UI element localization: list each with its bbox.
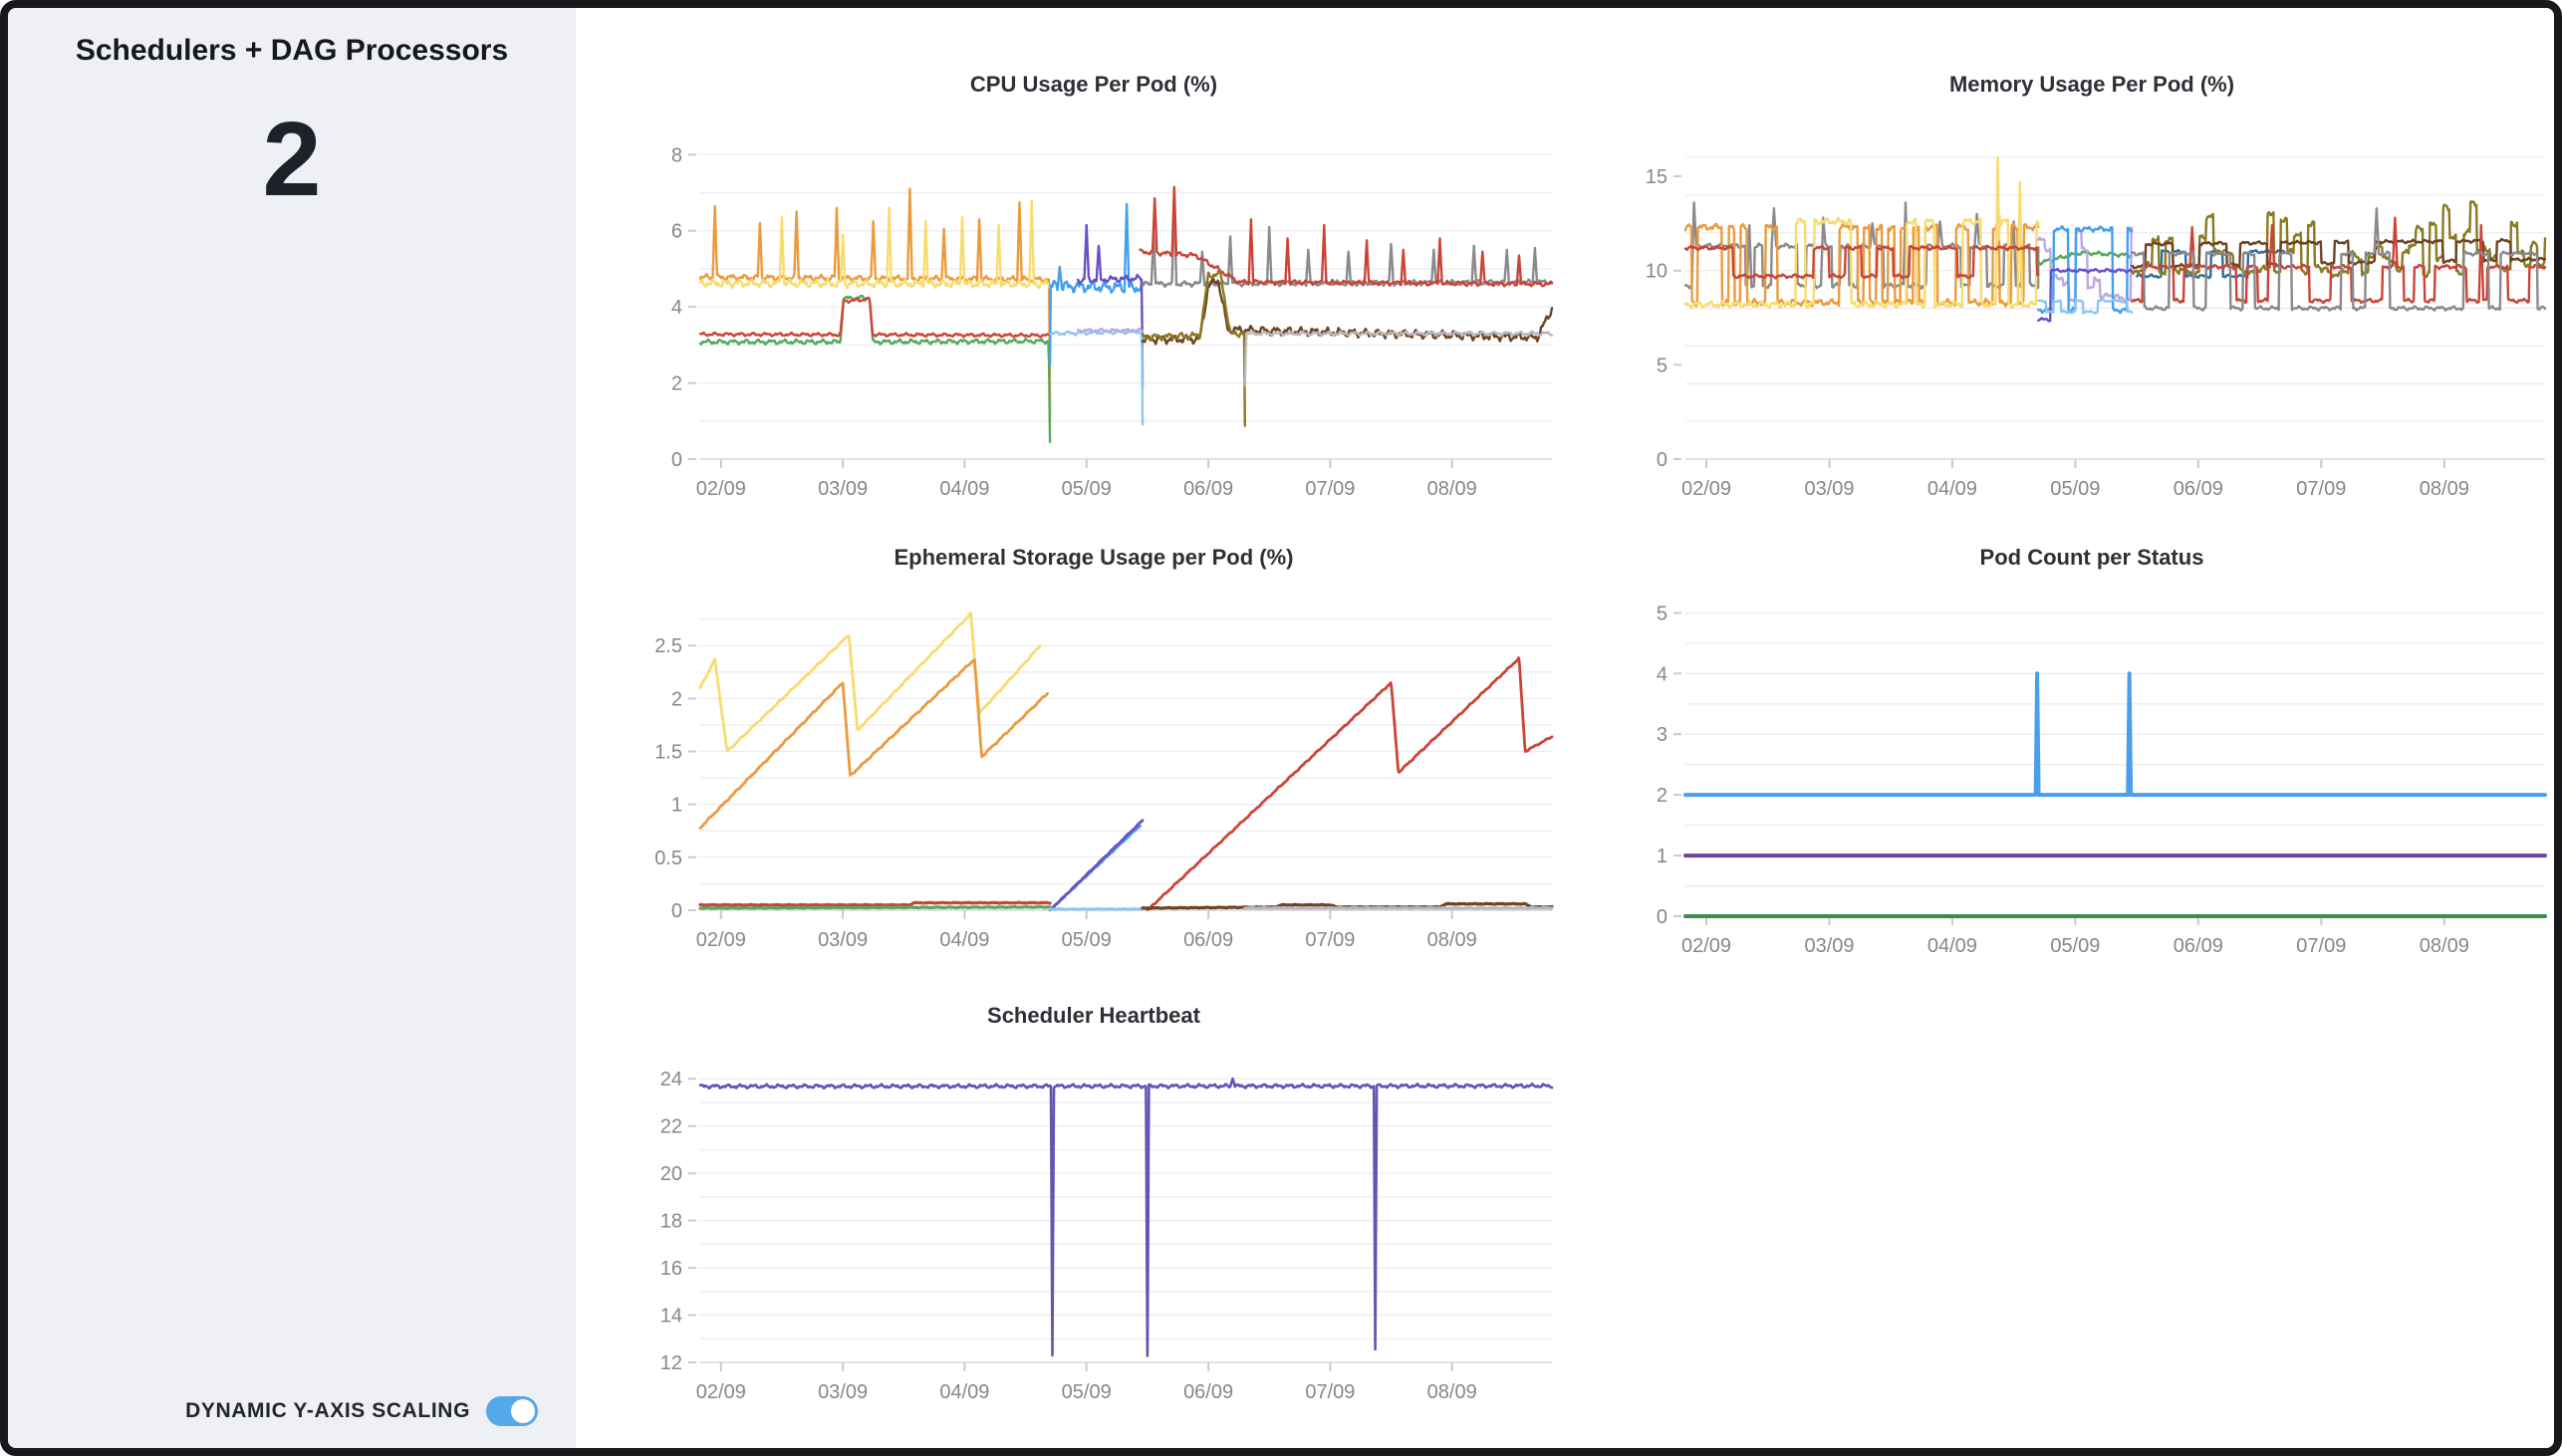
chart-title: Pod Count per Status [1979,545,2204,570]
svg-text:08/09: 08/09 [1427,478,1477,500]
svg-text:2: 2 [671,373,682,395]
svg-text:08/09: 08/09 [1427,1381,1477,1403]
svg-text:5: 5 [1657,603,1667,624]
svg-text:0.5: 0.5 [654,848,682,869]
svg-text:08/09: 08/09 [2420,935,2469,957]
chart-ephemeral-canvas: 0 0.5 1 1.5 2 2.5 02/09 03/09 04/09 05/09 06/09 07/… [654,611,1554,951]
svg-text:02/09: 02/09 [696,929,746,951]
chart-title: Memory Usage Per Pod (%) [1948,72,2235,97]
svg-text:05/09: 05/09 [1062,1381,1112,1403]
chart-ephemeral-storage: 0 0.5 1 1.5 2 2.5 02/09 03/09 04/09 05/09 06/09 07/… [626,533,1562,976]
svg-text:07/09: 07/09 [1305,1381,1355,1403]
svg-text:02/09: 02/09 [1681,935,1731,957]
svg-text:05/09: 05/09 [1062,478,1112,500]
chart-title: Scheduler Heartbeat [987,1003,1200,1028]
svg-text:2.5: 2.5 [654,635,682,657]
svg-text:06/09: 06/09 [2174,478,2223,500]
svg-text:06/09: 06/09 [1183,929,1233,951]
svg-text:16: 16 [660,1258,682,1280]
svg-text:0: 0 [671,900,682,922]
svg-text:07/09: 07/09 [1305,929,1355,951]
svg-text:05/09: 05/09 [2050,935,2100,957]
svg-text:06/09: 06/09 [2174,935,2223,957]
svg-text:1.5: 1.5 [654,742,682,764]
svg-text:08/09: 08/09 [2420,478,2469,500]
svg-text:03/09: 03/09 [1804,935,1854,957]
svg-text:04/09: 04/09 [1927,935,1977,957]
svg-text:04/09: 04/09 [1927,478,1977,500]
svg-text:05/09: 05/09 [1062,929,1112,951]
svg-text:4: 4 [1657,663,1667,685]
chart-title: CPU Usage Per Pod (%) [969,72,1218,97]
svg-text:03/09: 03/09 [818,1381,868,1403]
svg-text:07/09: 07/09 [2296,935,2346,957]
svg-text:8: 8 [671,144,682,166]
svg-text:3: 3 [1657,724,1667,746]
svg-text:05/09: 05/09 [2050,478,2100,500]
main-content [576,8,2554,1448]
svg-text:02/09: 02/09 [696,478,746,500]
chart-heartbeat-canvas: 12 14 16 18 20 22 24 02/09 03/09 04/09 05/09 06/09 0… [660,1069,1554,1403]
svg-text:15: 15 [1646,166,1667,188]
svg-text:24: 24 [660,1069,682,1091]
chart-memory-usage: 0 5 10 15 02/09 03/09 04/09 05/09 06/09 07/09 08/0… [1624,60,2554,523]
svg-text:14: 14 [660,1306,682,1328]
svg-text:06/09: 06/09 [1183,478,1233,500]
svg-text:10: 10 [1646,261,1667,283]
svg-text:06/09: 06/09 [1183,1381,1233,1403]
chart-scheduler-heartbeat: 12 14 16 18 20 22 24 02/09 03/09 04/09 05/09 06/09 0… [626,991,1562,1437]
svg-text:2: 2 [1657,785,1667,807]
toggle-row: DYNAMIC Y-AXIS SCALING [185,1396,538,1426]
sidebar: Schedulers + DAG Processors 2 DYNAMIC Y-… [8,8,576,1448]
svg-text:4: 4 [671,297,682,319]
chart-pod-count: 0 1 2 3 4 5 02/09 03/09 04/09 05/09 06/09 07/09 08/0… [1624,533,2554,976]
svg-text:22: 22 [660,1116,682,1138]
dynamic-y-axis-toggle-label: DYNAMIC Y-AXIS SCALING [185,1399,470,1422]
sidebar-title: Schedulers + DAG Processors [75,34,509,67]
svg-text:04/09: 04/09 [939,929,989,951]
svg-text:1: 1 [671,795,682,817]
chart-cpu-canvas: 0 2 4 6 8 02/09 03/09 04/09 05/09 06/09 07/09 08/09 [671,144,1554,500]
svg-text:6: 6 [671,221,682,243]
svg-text:12: 12 [660,1352,682,1374]
chart-cpu-usage: 0 2 4 6 8 02/09 03/09 04/09 05/09 06/09 07/09 08/09… [626,60,1562,523]
svg-text:03/09: 03/09 [818,478,868,500]
chart-title: Ephemeral Storage Usage per Pod (%) [894,545,1294,570]
svg-text:20: 20 [660,1163,682,1185]
svg-text:02/09: 02/09 [1681,478,1731,500]
svg-text:2: 2 [671,688,682,710]
svg-text:0: 0 [671,449,682,471]
svg-text:08/09: 08/09 [1427,929,1477,951]
svg-text:1: 1 [1657,846,1667,867]
svg-text:07/09: 07/09 [2296,478,2346,500]
svg-text:04/09: 04/09 [939,478,989,500]
chart-memory-canvas: 0 5 10 15 02/09 03/09 04/09 05/09 06/09 07/09 08/0… [1646,155,2547,500]
svg-text:18: 18 [660,1211,682,1233]
svg-text:07/09: 07/09 [1305,478,1355,500]
svg-text:02/09: 02/09 [696,1381,746,1403]
svg-text:5: 5 [1657,355,1667,376]
svg-text:03/09: 03/09 [818,929,868,951]
dynamic-y-axis-toggle[interactable] [486,1396,538,1426]
scheduler-count-value: 2 [262,101,322,218]
svg-text:04/09: 04/09 [939,1381,989,1403]
toggle-knob-icon [511,1399,535,1423]
svg-text:0: 0 [1657,906,1667,928]
chart-pod-canvas: 0 1 2 3 4 5 02/09 03/09 04/09 05/09 06/09 07/09 08/0… [1657,603,2547,957]
svg-text:03/09: 03/09 [1804,478,1854,500]
svg-text:0: 0 [1657,449,1667,471]
